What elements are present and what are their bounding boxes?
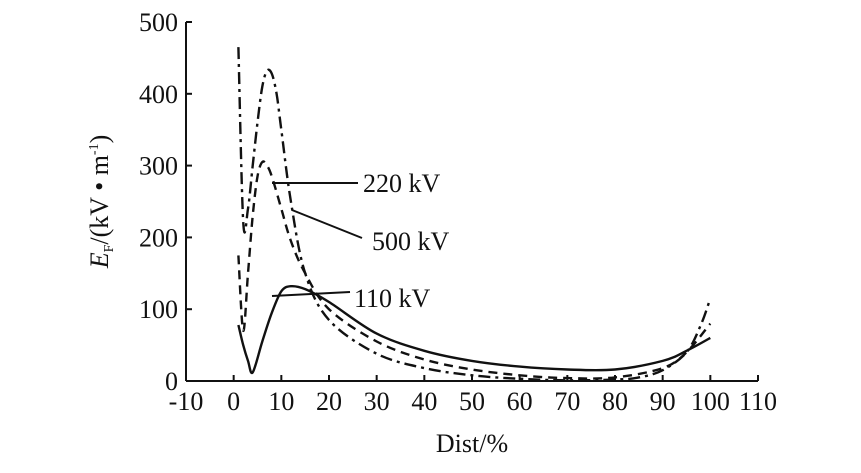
x-tick-label: 90 xyxy=(650,387,676,416)
x-tick-label: 50 xyxy=(459,387,485,416)
x-tick-label: 80 xyxy=(602,387,628,416)
y-tick-label: 200 xyxy=(139,223,178,252)
y-title-sup: -1 xyxy=(87,143,102,155)
x-tick-label: 0 xyxy=(227,387,240,416)
annotation-label-500-kv: 500 kV xyxy=(372,227,450,256)
y-title-close: ) xyxy=(85,135,114,144)
x-tick-label: 100 xyxy=(691,387,730,416)
annotation-layer: 220 kV 500 kV 110 kV xyxy=(271,169,450,313)
x-tick-label: 30 xyxy=(364,387,390,416)
y-title-base: E xyxy=(85,252,114,269)
y-title-unit: /(kV • m xyxy=(85,155,114,245)
x-axis-title: Dist/% xyxy=(436,429,508,458)
x-tick-label: -10 xyxy=(169,387,204,416)
leader-line-500-kv xyxy=(291,209,363,239)
series-line-500-kv xyxy=(237,160,712,380)
series-layer xyxy=(237,47,712,382)
annotation-label-110-kv: 110 kV xyxy=(354,284,431,313)
axes: -10 0 10 20 30 40 50 60 70 80 90 100 110010020030040… xyxy=(139,8,777,416)
x-tick-label: 10 xyxy=(268,387,294,416)
x-tick-label: 110 xyxy=(739,387,777,416)
x-tick-label: 60 xyxy=(507,387,533,416)
series-line-220-kv xyxy=(237,47,712,382)
x-tick-label: 20 xyxy=(316,387,342,416)
y-tick-label: 400 xyxy=(139,80,178,109)
y-tick-label: 300 xyxy=(139,152,178,181)
y-tick-label: 0 xyxy=(165,367,178,396)
y-tick-label: 100 xyxy=(139,295,178,324)
leader-line-110-kv xyxy=(271,291,351,297)
y-axis-title: EF/(kV • m-1) xyxy=(85,135,117,270)
series-line-110-kv xyxy=(237,284,711,375)
y-title-sub: F xyxy=(102,244,117,252)
y-tick-label: 500 xyxy=(139,8,178,37)
annotation-label-220-kv: 220 kV xyxy=(363,169,441,198)
x-tick-label: 40 xyxy=(411,387,437,416)
x-tick-label: 70 xyxy=(554,387,580,416)
